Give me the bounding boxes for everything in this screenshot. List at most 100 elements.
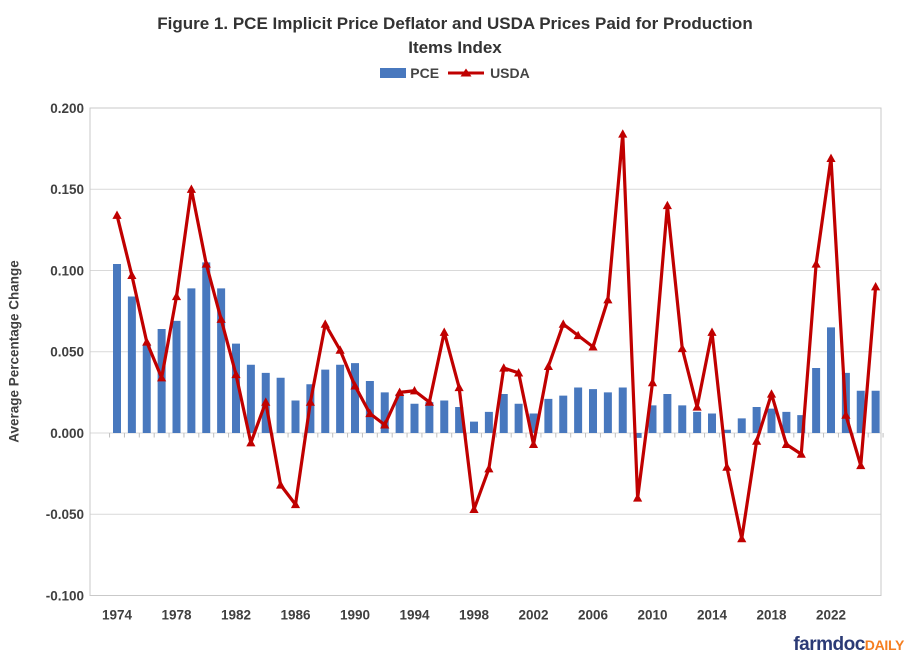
bar-1988: [321, 369, 330, 433]
bar-1979: [187, 288, 196, 433]
bar-1991: [365, 381, 374, 433]
usda-marker-2007: [603, 294, 613, 304]
usda-marker-2017: [752, 436, 762, 445]
bar-1978: [172, 320, 181, 433]
bar-1976: [142, 345, 151, 433]
x-tick-label: 2006: [578, 608, 609, 623]
usda-marker-1988: [320, 319, 330, 328]
bar-2010: [648, 405, 657, 433]
bar-1982: [232, 343, 240, 433]
usda-marker-1990: [350, 381, 360, 390]
usda-marker-2011: [662, 200, 672, 210]
usda-marker-2016: [737, 533, 747, 543]
bar-1997: [455, 407, 464, 433]
bar-2018: [767, 408, 776, 433]
y-tick-label: 0.100: [50, 263, 84, 278]
bar-2007: [603, 392, 612, 433]
usda-marker-1983: [246, 437, 256, 447]
y-tick-label: 0.200: [50, 101, 84, 116]
bar-1974: [113, 264, 121, 433]
usda-marker-1989: [335, 345, 345, 354]
usda-line-marker-icon: [448, 68, 485, 77]
farmdoc-daily-logo: farmdocDAILY: [793, 634, 904, 656]
bar-1998: [470, 421, 478, 433]
x-tick-label: 1994: [399, 608, 430, 623]
legend-item-pce: PCE: [380, 65, 439, 81]
bar-2003: [544, 398, 553, 433]
usda-marker-2020: [796, 449, 806, 458]
usda-marker-1999: [484, 463, 494, 473]
x-tick-label: 1978: [161, 608, 192, 623]
usda-marker-2008: [618, 129, 628, 138]
bar-1980: [202, 262, 211, 433]
y-tick-label: -0.100: [46, 588, 84, 603]
usda-line: [115, 132, 878, 541]
bar-2017: [752, 407, 761, 433]
chart-title-line2: Items Index: [408, 37, 502, 57]
usda-marker-1981: [216, 314, 226, 323]
usda-marker-2023: [841, 410, 851, 419]
bar-2005: [574, 387, 583, 433]
usda-marker-2009: [633, 493, 643, 502]
usda-marker-2012: [677, 343, 687, 353]
daily-logo-text: DAILY: [864, 637, 905, 653]
usda-marker-2001: [514, 368, 524, 377]
bar-2020: [797, 415, 806, 433]
x-tick-label: 1982: [221, 608, 251, 623]
usda-marker-1982: [231, 369, 241, 379]
usda-marker-1985: [276, 480, 286, 489]
legend: PCE USDA: [0, 65, 910, 81]
bar-2004: [559, 395, 568, 433]
x-tick-label: 1986: [280, 608, 311, 623]
usda-marker-1974: [112, 210, 122, 219]
y-tick-label: 0.150: [50, 182, 84, 197]
x-tick-label: 2002: [518, 608, 548, 623]
legend-label-usda: USDA: [490, 65, 530, 81]
bar-1983: [246, 364, 255, 433]
bar-2000: [499, 394, 508, 433]
bar-1981: [217, 288, 226, 433]
usda-marker-2013: [692, 402, 702, 411]
bar-2021: [812, 368, 821, 433]
chart-title-line1: Figure 1. PCE Implicit Price Deflator an…: [157, 14, 753, 33]
bar-2025: [871, 390, 880, 433]
bar-2024: [856, 390, 865, 433]
usda-marker-2003: [543, 361, 553, 370]
usda-marker-2014: [707, 327, 717, 336]
bar-1992: [380, 392, 389, 433]
legend-item-usda: USDA: [446, 65, 530, 81]
bar-2014: [708, 413, 716, 433]
bar-1995: [425, 402, 434, 433]
x-tick-label: 2010: [637, 608, 667, 623]
usda-marker-1984: [261, 397, 271, 406]
usda-marker-2005: [573, 330, 583, 340]
bar-1994: [410, 403, 419, 433]
y-tick-label: 0.000: [50, 426, 84, 441]
x-tick-label: 1974: [102, 608, 133, 623]
bar-2008: [618, 387, 627, 433]
bar-1990: [351, 363, 359, 433]
bar-2011: [663, 394, 672, 433]
usda-marker-2021: [811, 259, 821, 268]
bar-2013: [693, 411, 702, 433]
x-tick-label: 2014: [697, 608, 728, 623]
usda-marker-1995: [424, 397, 434, 406]
bar-1986: [291, 400, 300, 433]
usda-marker-2022: [826, 153, 836, 162]
bar-1985: [276, 377, 285, 433]
bar-2022: [827, 327, 835, 433]
usda-marker-1986: [290, 499, 301, 509]
usda-marker-1992: [380, 420, 390, 429]
usda-marker-2019: [781, 439, 791, 448]
usda-marker-1976: [142, 337, 152, 346]
usda-marker-2002: [528, 439, 539, 448]
usda-marker-1975: [127, 270, 137, 279]
usda-marker-1991: [365, 408, 375, 418]
x-tick-label: 1990: [340, 608, 370, 623]
usda-marker-1980: [201, 259, 211, 268]
usda-marker-1994: [409, 385, 420, 395]
bar-1993: [395, 394, 404, 433]
usda-marker-2018: [766, 389, 777, 398]
usda-marker-2024: [856, 460, 866, 470]
